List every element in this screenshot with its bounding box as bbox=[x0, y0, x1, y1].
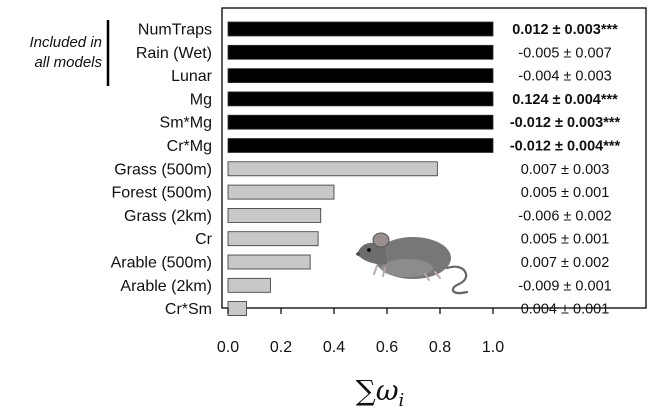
estimate-label: -0.009 ± 0.001 bbox=[518, 278, 611, 294]
bar bbox=[227, 161, 438, 177]
x-tick-label: 0.2 bbox=[270, 339, 292, 356]
bar bbox=[227, 44, 494, 60]
x-axis: 0.0 0.2 0.4 0.6 0.8 1.0 bbox=[217, 308, 504, 356]
mouse-tail bbox=[445, 265, 469, 295]
estimate-label: 0.007 ± 0.003 bbox=[521, 162, 610, 178]
mouse-hind-foot bbox=[424, 271, 441, 281]
bar bbox=[227, 207, 322, 223]
category-label: Grass (2km) bbox=[124, 208, 212, 225]
bars-group bbox=[227, 21, 494, 317]
x-tick-label: 0.0 bbox=[217, 339, 239, 356]
category-label: Arable (500m) bbox=[111, 255, 212, 272]
mouse-ear bbox=[372, 232, 390, 248]
bar bbox=[227, 91, 494, 107]
category-label: Forest (500m) bbox=[112, 185, 212, 202]
estimate-label: -0.006 ± 0.002 bbox=[518, 208, 611, 224]
estimate-label: 0.012 ± 0.003*** bbox=[512, 22, 618, 38]
x-tick-label: 0.6 bbox=[376, 339, 398, 356]
mouse-front-foot bbox=[373, 265, 386, 277]
category-label: Arable (2km) bbox=[120, 278, 212, 295]
category-label: Rain (Wet) bbox=[136, 45, 212, 62]
category-label: Cr*Mg bbox=[167, 138, 212, 155]
bar bbox=[227, 254, 311, 270]
estimate-label: 0.004 ± 0.001 bbox=[521, 302, 610, 318]
bar bbox=[227, 277, 271, 293]
bar bbox=[227, 231, 319, 247]
estimate-label: 0.007 ± 0.002 bbox=[521, 255, 610, 271]
mouse-belly bbox=[381, 259, 433, 277]
estimate-label: 0.124 ± 0.004*** bbox=[512, 92, 618, 108]
mouse-head bbox=[357, 242, 387, 265]
category-label: Mg bbox=[190, 91, 212, 108]
x-tick-label: 1.0 bbox=[482, 339, 504, 356]
bracket-label-line-1: Included in bbox=[29, 34, 102, 51]
bar bbox=[227, 138, 494, 153]
bar bbox=[227, 114, 494, 130]
estimate-label: -0.012 ± 0.003*** bbox=[510, 115, 621, 131]
mouse-nose bbox=[356, 252, 360, 256]
estimate-labels: 0.012 ± 0.003*** -0.005 ± 0.007 -0.004 ± 0… bbox=[510, 22, 621, 318]
category-labels: NumTraps Rain (Wet) Lunar Mg Sm*Mg Cr*Mg Grass… bbox=[111, 22, 213, 319]
category-label: Grass (500m) bbox=[114, 161, 212, 178]
x-tick-label: 0.8 bbox=[429, 339, 451, 356]
category-label: Cr*Sm bbox=[165, 301, 212, 318]
mouse-illustration bbox=[356, 232, 469, 295]
bar bbox=[227, 184, 335, 200]
estimate-label: 0.005 ± 0.001 bbox=[521, 185, 610, 201]
bar bbox=[227, 68, 494, 83]
plot-frame bbox=[221, 7, 647, 309]
category-label: Sm*Mg bbox=[160, 115, 212, 132]
x-axis-title: ∑ωi bbox=[356, 374, 405, 411]
x-axis-title-main: ∑ω bbox=[356, 374, 399, 407]
bracket-label-line-2: all models bbox=[34, 54, 102, 71]
x-tick-label: 0.4 bbox=[323, 339, 345, 356]
estimate-label: -0.004 ± 0.003 bbox=[518, 69, 611, 85]
category-label: Lunar bbox=[171, 68, 213, 85]
mouse-eye bbox=[367, 248, 371, 252]
estimate-label: 0.005 ± 0.001 bbox=[521, 232, 610, 248]
bar bbox=[227, 301, 247, 317]
included-in-all-models-bracket: Included in all models bbox=[29, 20, 110, 86]
x-axis-title-subscript: i bbox=[399, 390, 405, 411]
bar bbox=[227, 21, 494, 37]
category-label: NumTraps bbox=[138, 22, 212, 39]
estimate-label: -0.005 ± 0.007 bbox=[518, 45, 611, 61]
category-label: Cr bbox=[195, 231, 213, 248]
estimate-label: -0.012 ± 0.004*** bbox=[510, 139, 621, 155]
